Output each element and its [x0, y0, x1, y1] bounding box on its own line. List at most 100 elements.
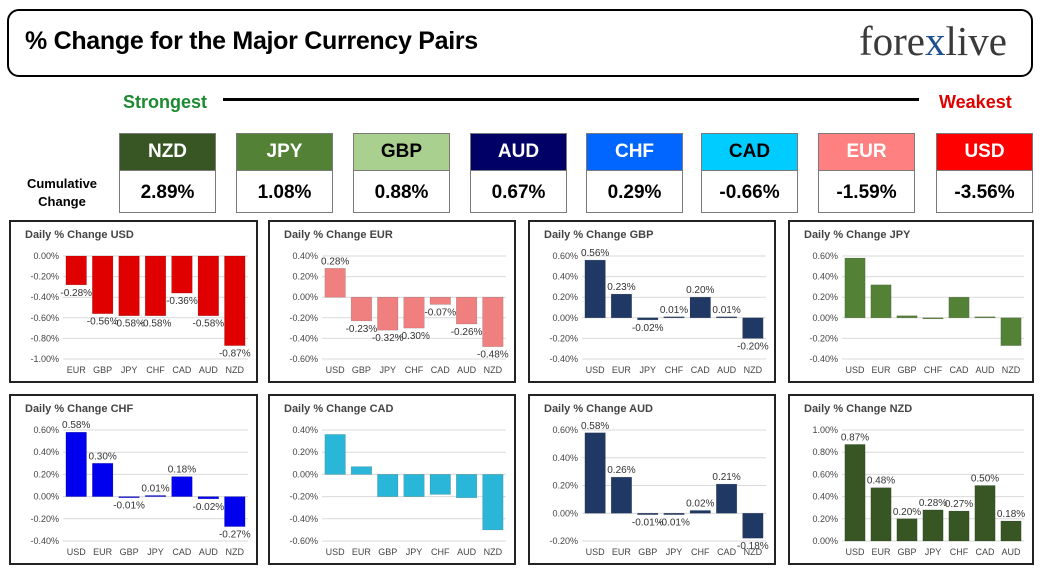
chart-panel-cad: Daily % Change CAD 0.40% 0.20% 0.00% -0.20% -… [268, 394, 516, 565]
strength-scale-line [223, 98, 919, 101]
x-tick-label: NZD [226, 547, 245, 557]
bar-aud [456, 474, 478, 498]
y-tick-label: -0.40% [809, 354, 838, 364]
cumulative-change-label: Cumulative Change [22, 175, 102, 211]
bar-nzd [1000, 317, 1022, 346]
bar-eur [65, 255, 87, 286]
bar-gbp [377, 474, 399, 497]
data-label: 0.18% [168, 465, 196, 476]
chart-panel-chf: Daily % Change CHF 0.60% 0.40% 0.20% 0.00% -0… [9, 394, 258, 565]
data-label: -0.26% [451, 327, 483, 338]
chart-panel-jpy: Daily % Change JPY 0.60% 0.40% 0.20% 0.00% -0… [788, 220, 1034, 383]
x-tick-label: AUD [457, 365, 477, 375]
rank-currency: NZD [120, 134, 215, 171]
header-banner: % Change for the Major Currency Pairs fo… [7, 9, 1033, 77]
x-tick-label: GBP [378, 547, 397, 557]
y-tick-label: -0.60% [289, 536, 318, 546]
y-tick-label: 0.60% [33, 425, 59, 435]
data-label: -0.28% [60, 288, 92, 299]
chart-panel-nzd: Daily % Change NZD 1.00% 0.80% 0.60% 0.40% 0.… [788, 394, 1034, 565]
x-tick-label: EUR [871, 365, 891, 375]
y-tick-label: -0.40% [289, 333, 318, 343]
x-tick-label: GBP [93, 365, 112, 375]
y-tick-label: -0.20% [30, 272, 59, 282]
y-tick-label: 0.00% [552, 508, 578, 518]
data-label: 0.28% [919, 498, 947, 509]
x-tick-label: NZD [226, 365, 245, 375]
bar-usd [844, 444, 866, 542]
bar-eur [870, 284, 892, 319]
rank-value: 2.89% [140, 181, 195, 203]
x-tick-label: USD [326, 547, 346, 557]
bar-aud [456, 296, 478, 325]
rank-box-jpy: JPY 1.08% [236, 133, 333, 213]
rank-box-cad: CAD -0.66% [701, 133, 798, 213]
bar-jpy [377, 296, 399, 331]
x-tick-label: EUR [352, 547, 372, 557]
x-tick-label: EUR [871, 547, 891, 557]
x-tick-label: NZD [744, 547, 763, 557]
y-tick-label: 0.20% [292, 447, 318, 457]
data-label: 0.01% [141, 483, 169, 494]
data-label: 0.20% [893, 507, 921, 518]
y-tick-label: -0.40% [30, 536, 59, 546]
data-label: -0.58% [193, 319, 225, 330]
y-tick-label: -0.40% [549, 354, 578, 364]
y-tick-label: -0.60% [30, 313, 59, 323]
bar-gbp [118, 496, 140, 498]
logo-text-fore: fore [859, 18, 926, 64]
bar-gbp [896, 518, 918, 542]
bar-usd [584, 432, 606, 514]
rank-box-eur: EUR -1.59% [818, 133, 915, 213]
bar-aud [1000, 520, 1022, 542]
bar-aud [197, 255, 219, 316]
x-tick-label: NZD [744, 365, 763, 375]
x-tick-label: USD [845, 547, 865, 557]
rank-currency: USD [937, 134, 1032, 171]
data-label: 0.23% [607, 282, 635, 293]
bar-usd [324, 434, 346, 475]
y-tick-label: -0.20% [809, 333, 838, 343]
y-tick-label: -0.40% [30, 292, 59, 302]
data-label: 0.48% [867, 476, 895, 487]
data-label: 0.02% [686, 498, 714, 509]
bar-jpy [663, 513, 685, 515]
logo-text-x: x [925, 18, 946, 64]
y-tick-label: -0.20% [30, 514, 59, 524]
data-label: 0.01% [660, 305, 688, 316]
x-tick-label: GBP [120, 547, 139, 557]
data-label: -0.36% [166, 296, 198, 307]
x-tick-label: EUR [612, 365, 632, 375]
x-tick-label: CHF [691, 547, 710, 557]
bar-cad [171, 255, 193, 294]
x-tick-label: CHF [146, 365, 165, 375]
bar-eur [92, 463, 114, 497]
x-tick-label: USD [845, 365, 865, 375]
rank-currency: CAD [702, 134, 797, 171]
data-label: -0.20% [737, 341, 769, 352]
data-label: 0.30% [88, 451, 116, 462]
data-label: -0.23% [346, 324, 378, 335]
y-tick-label: 0.80% [812, 447, 838, 457]
rank-currency: EUR [819, 134, 914, 171]
x-tick-label: CHF [431, 547, 450, 557]
x-tick-label: USD [586, 547, 606, 557]
x-tick-label: NZD [484, 547, 503, 557]
bar-cad [948, 296, 970, 319]
x-tick-label: JPY [147, 547, 164, 557]
x-tick-label: JPY [925, 547, 942, 557]
bar-cad [689, 296, 711, 319]
rank-value: 0.88% [374, 181, 429, 203]
data-label: -0.56% [87, 317, 119, 328]
x-tick-label: CAD [431, 365, 451, 375]
y-tick-label: 0.20% [33, 469, 59, 479]
data-label: -0.18% [737, 541, 769, 552]
data-label: -0.32% [372, 333, 404, 344]
bar-jpy [144, 495, 167, 497]
bar-cad [716, 483, 738, 514]
data-label: -0.27% [219, 530, 251, 541]
rank-box-aud: AUD 0.67% [470, 133, 567, 213]
bar-chf [948, 510, 970, 542]
rank-value: 1.08% [257, 181, 312, 203]
x-tick-label: CHF [665, 365, 684, 375]
